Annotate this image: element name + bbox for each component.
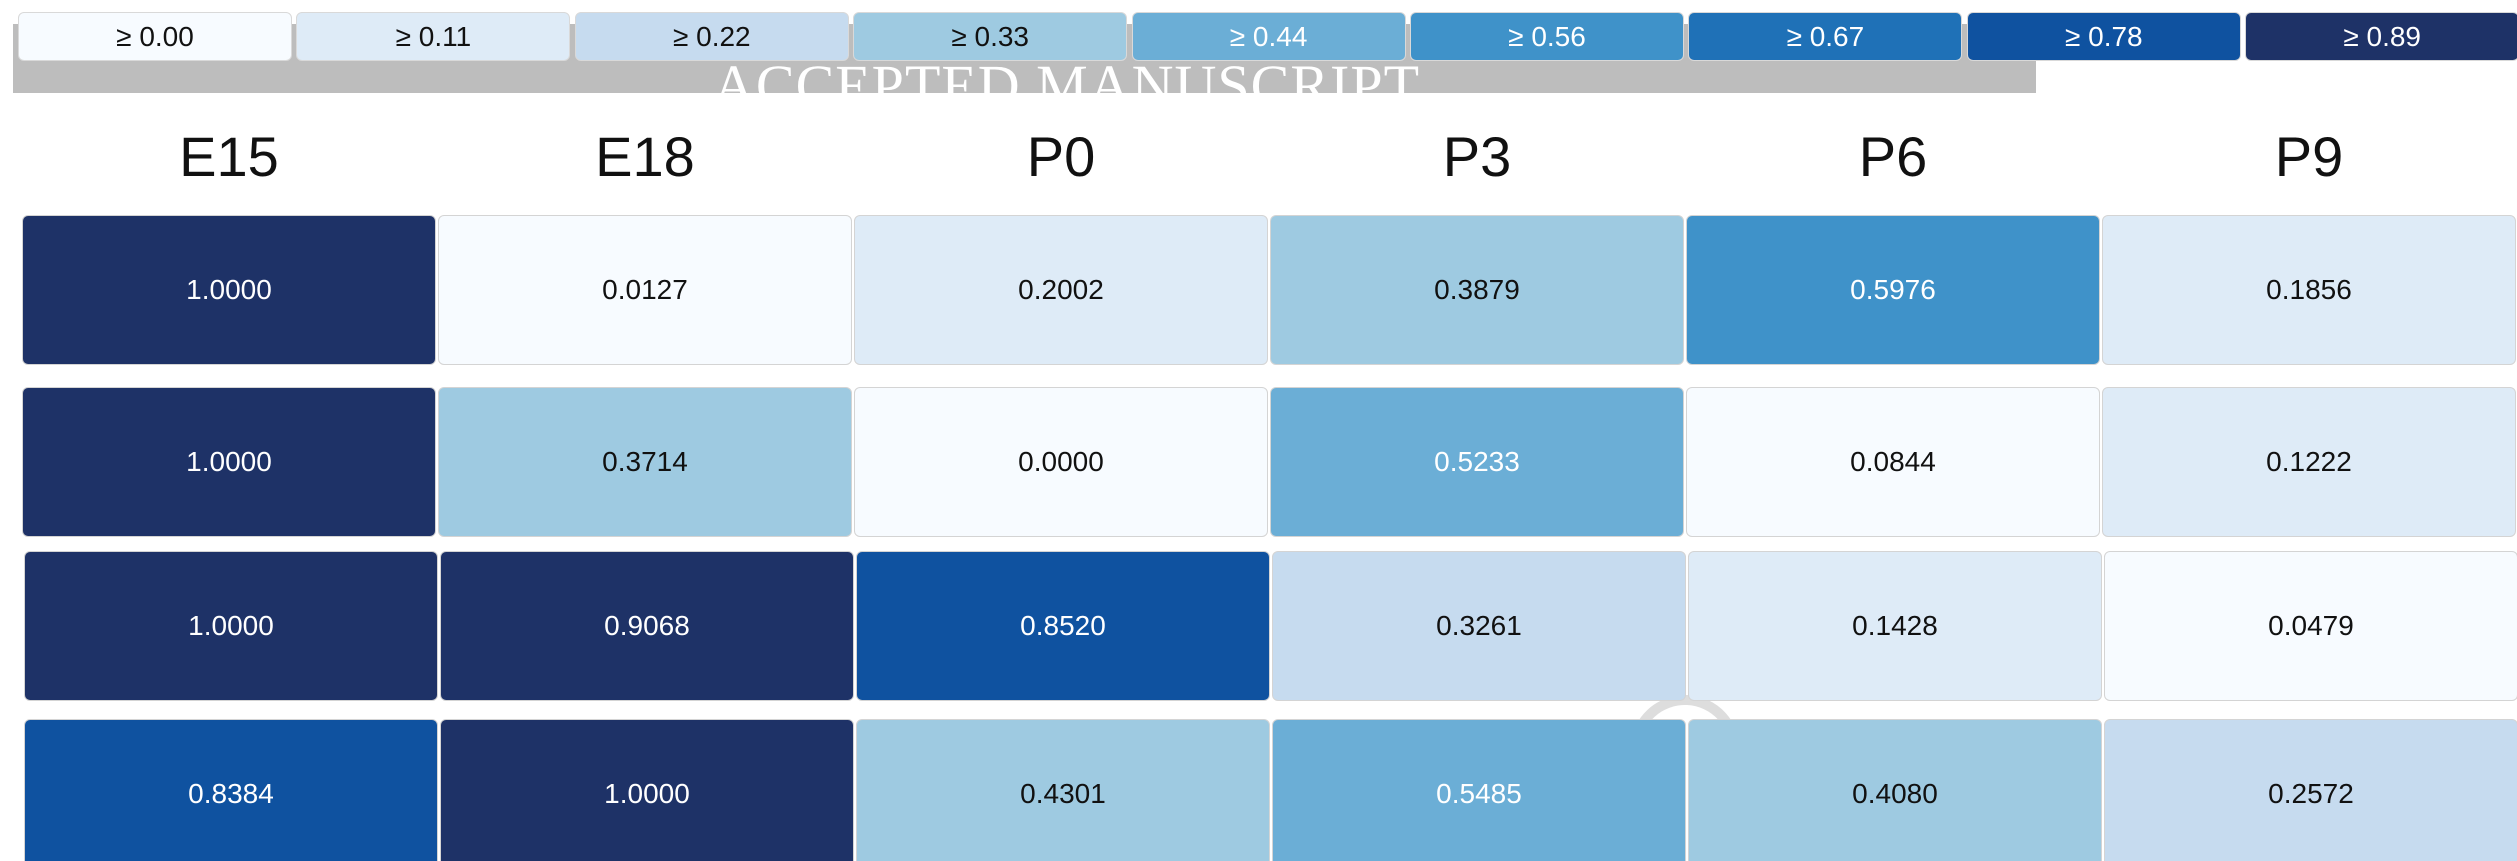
- heatmap-cell: 0.5233: [1270, 387, 1684, 537]
- column-header: E15: [179, 124, 279, 188]
- heatmap-cell: 0.2002: [854, 215, 1268, 365]
- legend-item: ≥ 0.78: [1966, 12, 2241, 61]
- heatmap-cell: 0.8384: [24, 719, 438, 861]
- heatmap-cell: 0.0000: [854, 387, 1268, 537]
- column-header: P6: [1858, 124, 1928, 188]
- column-header: P3: [1442, 124, 1512, 188]
- heatmap-cell: 0.0479: [2104, 551, 2517, 701]
- heatmap-cell: 0.0844: [1686, 387, 2100, 537]
- column-header: P9: [2274, 124, 2344, 188]
- heatmap-cell: 0.2572: [2104, 719, 2517, 861]
- heatmap-cell: 1.0000: [22, 215, 436, 365]
- column-header: E18: [595, 124, 695, 188]
- heatmap-cell: 0.3879: [1270, 215, 1684, 365]
- heatmap-cell: 0.5485: [1272, 719, 1686, 861]
- heatmap-cell: 0.3261: [1272, 551, 1686, 701]
- heatmap-cell: 1.0000: [22, 387, 436, 537]
- color-legend: ≥ 0.00 ≥ 0.11 ≥ 0.22 ≥ 0.33 ≥ 0.44 ≥ 0.56 ≥ 0.…: [18, 12, 2517, 64]
- column-header: P0: [1026, 124, 1096, 188]
- legend-item: ≥ 0.44: [1131, 12, 1406, 61]
- legend-item: ≥ 0.67: [1688, 12, 1963, 61]
- heatmap-cell: 0.1222: [2102, 387, 2516, 537]
- legend-item: ≥ 0.56: [1410, 12, 1684, 61]
- heatmap-cell: 0.1856: [2102, 215, 2516, 365]
- heatmap-cell: 0.1428: [1688, 551, 2102, 701]
- legend-item: ≥ 0.00: [18, 12, 292, 61]
- heatmap-cell: 0.5976: [1686, 215, 2100, 365]
- legend-item: ≥ 0.33: [853, 12, 1128, 61]
- heatmap-cell: 0.0127: [438, 215, 852, 365]
- heatmap-cell: 0.8520: [856, 551, 1270, 701]
- heatmap-cell: 1.0000: [440, 719, 854, 861]
- legend-item: ≥ 0.11: [296, 12, 571, 61]
- heatmap-cell: 1.0000: [24, 551, 438, 701]
- heatmap-cell: 0.9068: [440, 551, 854, 701]
- heatmap-cell: 0.4080: [1688, 719, 2102, 861]
- heatmap-cell: 0.3714: [438, 387, 852, 537]
- legend-item: ≥ 0.22: [574, 12, 849, 61]
- heatmap-cell: 0.4301: [856, 719, 1270, 861]
- legend-item: ≥ 0.89: [2245, 12, 2517, 61]
